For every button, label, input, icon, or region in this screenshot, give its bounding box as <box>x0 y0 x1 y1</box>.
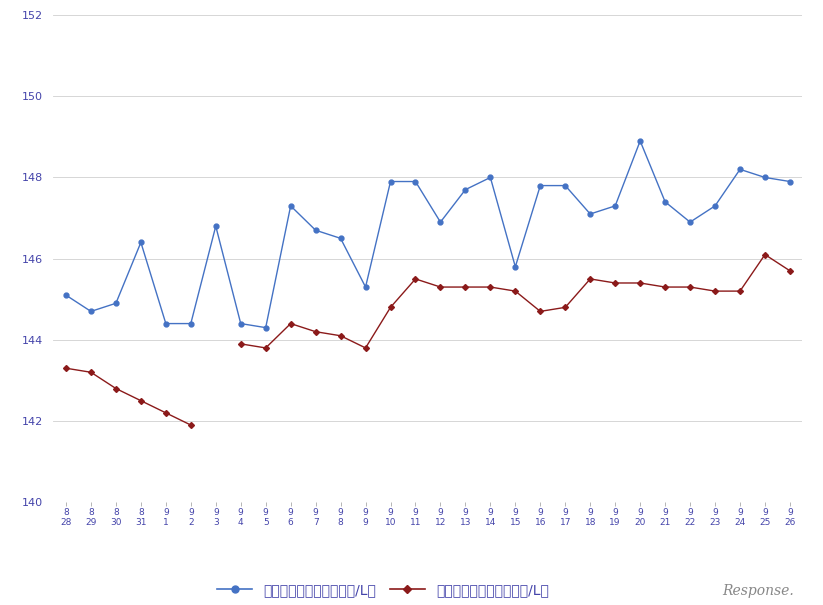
Text: Response.: Response. <box>723 584 794 598</box>
Legend: レギュラー看板価格（円/L）, レギュラー実売価格（円/L）: レギュラー看板価格（円/L）, レギュラー実売価格（円/L） <box>212 577 554 603</box>
